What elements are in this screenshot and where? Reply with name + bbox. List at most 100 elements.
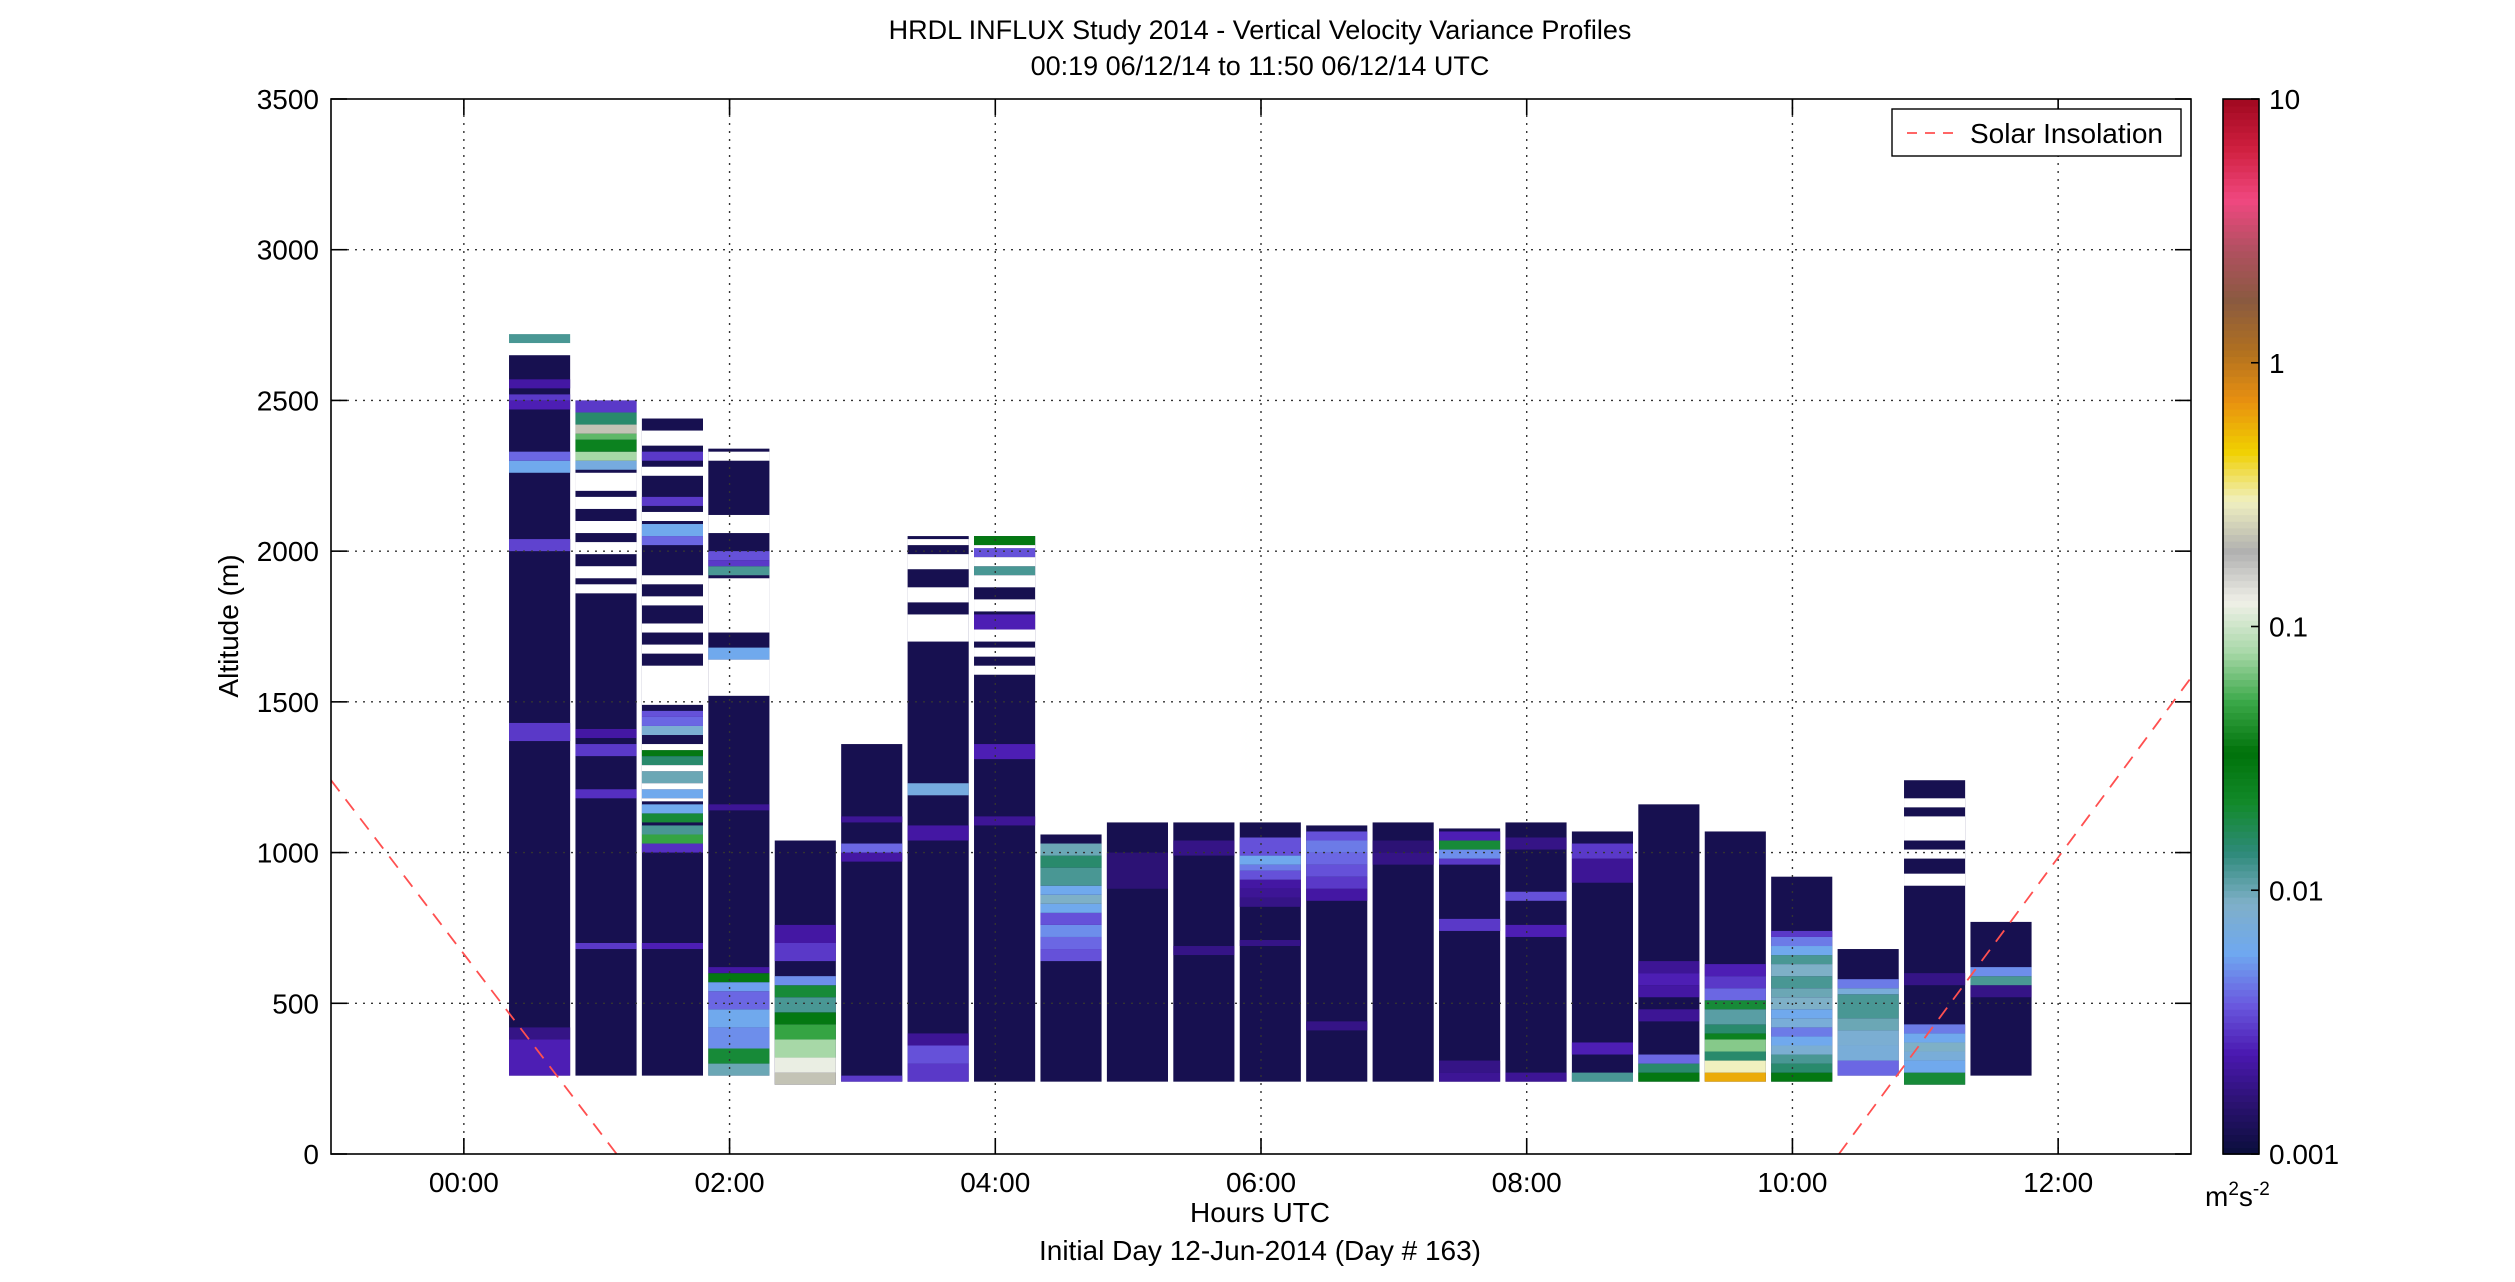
colorbar-band [2223,567,2259,575]
profile-gap [1904,798,1966,808]
profile-cell [1439,1060,1501,1073]
profile-cell [1771,1027,1833,1037]
profile-cell [1837,1018,1899,1031]
colorbar-band [2223,1147,2259,1155]
colorbar-band [2223,989,2259,997]
colorbar-band [2223,1008,2259,1017]
profile-gap [907,539,969,546]
colorbar-band [2223,290,2259,298]
profile-cell [1239,888,1301,898]
x-tick-label: 04:00 [960,1167,1030,1198]
grid-lines [331,99,2191,1154]
profile-cell [641,813,703,823]
profile-cell [708,967,770,974]
profile-cell [641,804,703,814]
colorbar-band [2223,151,2259,160]
colorbar-band [2223,797,2259,806]
profile-cell [774,985,836,998]
profile-column [1571,831,1633,1082]
colorbar-band [2223,553,2259,562]
profile-column [841,744,903,1082]
colorbar-band [2223,1140,2259,1149]
profile-background [509,355,571,1076]
profile-cell [1704,1033,1766,1040]
colorbar-band [2223,494,2259,503]
colorbar-band [2223,257,2259,265]
profile-cell [1904,1072,1966,1085]
colorbar-band [2223,415,2259,423]
profile-cell [1439,849,1501,859]
colorbar-band [2223,1028,2259,1037]
profile-cell [641,825,703,835]
profile-gap [575,472,637,491]
profile-cell [1040,894,1102,904]
profile-cell [1571,843,1633,859]
colorbar-band [2223,844,2259,852]
profile-cell [641,451,703,461]
colorbar-band [2223,349,2259,357]
colorbar-band [2223,224,2259,232]
colorbar-band [2223,725,2259,733]
profile-cell [1239,879,1301,889]
profile-gap [641,466,703,476]
colorbar-band [2223,435,2259,443]
heatmap-profiles [509,334,2032,1085]
profile-cell [575,943,637,950]
profile-cell [641,496,703,506]
profile-cell [1771,964,1833,977]
profile-gap [641,744,703,751]
colorbar-band [2223,105,2259,113]
x-tick-label: 10:00 [1757,1167,1827,1198]
profile-cell [1704,1039,1766,1052]
profile-cell [774,997,836,1013]
profile-cell [1306,840,1368,853]
y-tick-label: 1500 [257,687,319,718]
colorbar-band [2223,408,2259,417]
profile-column [774,840,836,1085]
colorbar-band [2223,501,2259,509]
profile-gap [641,623,703,633]
colorbar-band [2223,204,2259,212]
colorbar-band [2223,428,2259,437]
colorbar-band [2223,764,2259,773]
profile-cell [1771,936,1833,947]
colorbar-band [2223,1041,2259,1050]
colorbar-band [2223,448,2259,456]
profile-cell [641,843,703,853]
colorbar-band [2223,771,2259,779]
profile-cell [1771,1045,1833,1055]
profile-gap [974,629,1036,642]
profile-gap [641,511,703,521]
profile-cell [1306,864,1368,877]
colorbar-band [2223,626,2259,634]
colorbar-band [2223,277,2259,285]
profile-column [907,536,969,1082]
profile-cell [1704,964,1766,977]
colorbar-band [2223,804,2259,812]
colorbar-band [2223,329,2259,338]
profile-cell [575,744,637,757]
colorbar-band [2223,923,2259,931]
colorbar-band [2223,521,2259,529]
profile-cell [1040,936,1102,950]
profile-cell [774,1072,836,1085]
profile-gap [708,578,770,633]
profile-cell [1771,1036,1833,1046]
colorbar-band [2223,593,2259,601]
profile-cell [1173,946,1235,956]
profile-cell [1904,1042,1966,1052]
colorbar-band [2223,263,2259,272]
profile-cell [1439,831,1501,841]
profile-cell [641,789,703,799]
profile-cell [907,783,969,796]
profile-cell [1904,1033,1966,1043]
colorbar-band [2223,916,2259,925]
colorbar-ticks: 0.001 0.01 0.1 1 10 [2251,84,2339,1170]
profile-column [1040,834,1102,1082]
profile-cell [974,536,1036,546]
colorbar-band [2223,560,2259,568]
profile-column [1904,780,1966,1085]
profile-cell [641,710,703,717]
profile-cell [1970,976,2032,986]
profile-cell [1771,1009,1833,1019]
